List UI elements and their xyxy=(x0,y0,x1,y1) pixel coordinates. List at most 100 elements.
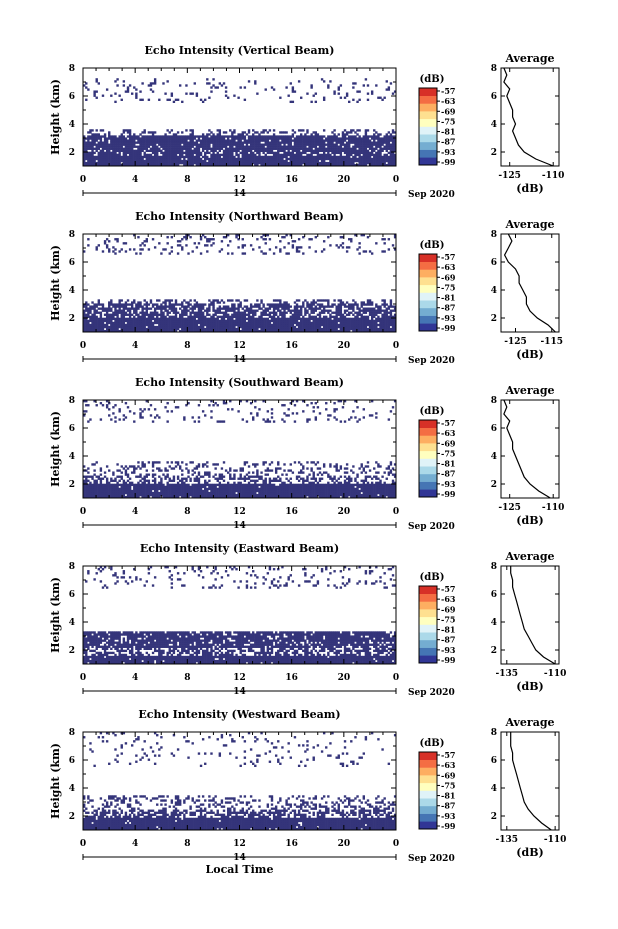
echo-cell xyxy=(393,323,397,327)
echo-cell xyxy=(366,84,370,87)
echo-cell xyxy=(306,149,309,153)
echo-cell xyxy=(256,319,259,323)
echo-cell xyxy=(141,495,144,499)
echo-cell xyxy=(126,145,130,148)
echo-cell xyxy=(291,139,295,142)
y-tick-label: 8 xyxy=(69,230,75,240)
echo-cell xyxy=(258,329,261,333)
echo-cell xyxy=(368,325,372,329)
echo-cell xyxy=(314,92,318,95)
colorbar-tick-label: -63 xyxy=(441,96,456,106)
echo-cell xyxy=(151,159,155,163)
echo-cell xyxy=(352,98,355,101)
echo-cell xyxy=(308,135,311,138)
echo-cell xyxy=(385,139,388,142)
echo-cell xyxy=(233,303,236,306)
echo-cell xyxy=(300,305,303,308)
echo-cell xyxy=(201,305,205,308)
echo-cell xyxy=(391,161,395,165)
echo-cell xyxy=(373,141,376,144)
echo-cell xyxy=(345,131,349,134)
echo-cell xyxy=(93,141,96,144)
echo-cell xyxy=(139,137,142,140)
echo-cell xyxy=(224,305,228,308)
echo-cell xyxy=(312,151,315,155)
echo-cell xyxy=(85,305,88,308)
echo-cell xyxy=(151,315,155,319)
echo-cell xyxy=(393,139,397,142)
echo-cell xyxy=(185,325,188,329)
echo-cell xyxy=(327,325,330,329)
echo-cell xyxy=(343,159,347,163)
echo-cell xyxy=(168,155,171,159)
echo-cell xyxy=(118,303,121,306)
echo-cell xyxy=(339,96,343,99)
echo-cell xyxy=(224,155,228,159)
echo-cell xyxy=(114,317,117,321)
echo-cell xyxy=(145,493,148,497)
echo-cell xyxy=(201,143,205,146)
echo-cell xyxy=(97,153,100,157)
echo-cell xyxy=(241,163,244,167)
echo-cell xyxy=(218,315,222,319)
echo-cell xyxy=(379,143,382,146)
echo-cell xyxy=(204,309,207,312)
echo-cell xyxy=(364,493,368,497)
echo-cell xyxy=(208,238,211,241)
echo-cell xyxy=(345,317,349,321)
echo-cell xyxy=(178,323,182,327)
echo-cell xyxy=(189,147,192,150)
echo-cell xyxy=(366,92,370,95)
echo-cell xyxy=(189,149,192,153)
echo-cell xyxy=(126,329,130,333)
echo-cell xyxy=(289,161,292,165)
echo-cell xyxy=(153,246,157,249)
echo-cell xyxy=(335,157,338,161)
echo-cell xyxy=(110,141,113,144)
echo-cell xyxy=(135,149,138,153)
echo-cell xyxy=(93,327,96,331)
echo-cell xyxy=(379,329,382,333)
echo-cell xyxy=(191,317,194,321)
echo-cell xyxy=(139,311,142,314)
echo-cell xyxy=(124,491,128,495)
echo-cell xyxy=(210,317,213,321)
echo-cell xyxy=(274,161,278,165)
echo-cell xyxy=(197,319,201,323)
echo-cell xyxy=(93,143,96,146)
echo-cell xyxy=(364,319,368,323)
echo-cell xyxy=(139,157,142,161)
echo-cell xyxy=(187,323,190,327)
echo-cell xyxy=(130,141,134,144)
echo-cell xyxy=(137,325,140,329)
echo-cell xyxy=(241,143,244,146)
echo-cell xyxy=(191,141,194,144)
echo-cell xyxy=(318,139,322,142)
echo-cell xyxy=(153,137,157,140)
y-tick-label: 8 xyxy=(69,64,75,74)
echo-cell xyxy=(174,315,178,319)
echo-cell xyxy=(322,157,326,161)
echo-cell xyxy=(216,145,219,148)
echo-cell xyxy=(327,236,330,239)
echo-cell xyxy=(147,317,151,321)
echo-cell xyxy=(181,135,184,138)
echo-cell xyxy=(181,100,184,104)
echo-cell xyxy=(99,493,103,497)
echo-cell xyxy=(85,327,88,331)
echo-cell xyxy=(222,145,226,148)
echo-cell xyxy=(224,309,228,312)
colorbar-segment xyxy=(419,157,437,166)
echo-cell xyxy=(385,149,388,153)
echo-cell xyxy=(114,139,117,142)
echo-cell xyxy=(178,493,182,497)
echo-cell xyxy=(187,252,190,255)
echo-cell xyxy=(133,323,136,327)
echo-cell xyxy=(229,319,232,323)
echo-cell xyxy=(187,159,190,163)
echo-cell xyxy=(91,159,94,163)
echo-cell xyxy=(135,157,138,161)
colorbar-segment xyxy=(419,284,437,293)
echo-cell xyxy=(181,311,184,314)
echo-cell xyxy=(300,321,303,325)
